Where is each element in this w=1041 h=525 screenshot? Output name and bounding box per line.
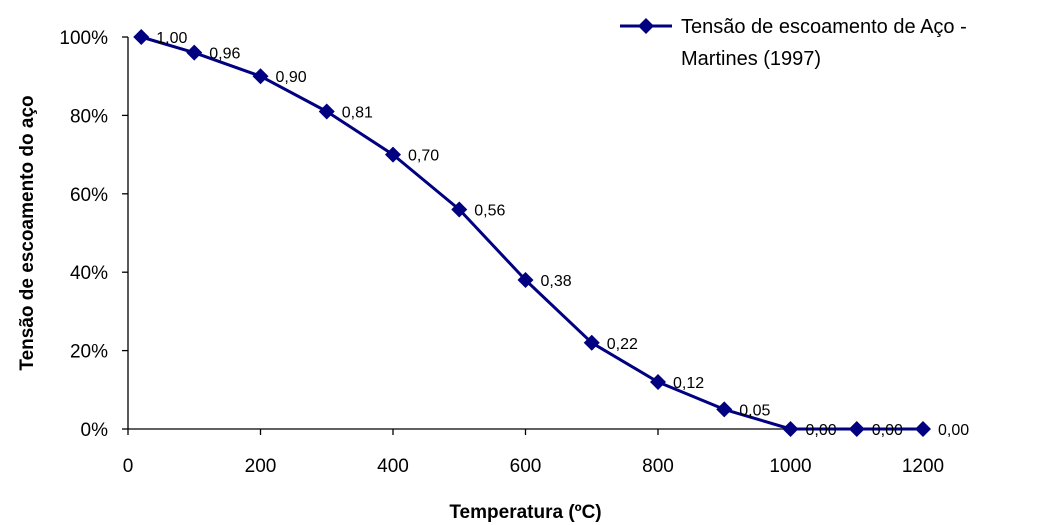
- data-point-marker: [848, 421, 865, 437]
- data-point-marker: [186, 44, 203, 61]
- legend-label-line-1: Tensão de escoamento de Aço -: [681, 16, 967, 38]
- x-axis-title: Temperatura (ºC): [449, 502, 601, 523]
- data-point-marker: [451, 201, 468, 218]
- data-label: 0,56: [474, 202, 505, 219]
- legend-marker-diamond: [638, 18, 654, 34]
- axes: [127, 37, 923, 430]
- x-tick-label: 1200: [902, 456, 944, 477]
- data-point-marker: [583, 334, 600, 351]
- data-label: 0,70: [408, 148, 439, 165]
- series-line: [140, 35, 923, 431]
- data-labels-group: 1,00 0,96 0,90 0,81 0,70 0,56 0,38 0,22 0,12 0,05…: [156, 30, 969, 439]
- data-point-marker: [133, 29, 150, 45]
- data-point-marker: [782, 421, 799, 437]
- data-point-marker: [252, 68, 269, 85]
- data-label: 0,90: [276, 69, 307, 86]
- y-tick-label: 60%: [70, 185, 108, 206]
- y-tick-label: 20%: [70, 342, 108, 363]
- y-tick-label: 40%: [70, 263, 108, 284]
- data-label: 0,05: [739, 402, 770, 419]
- data-point-marker: [318, 103, 335, 120]
- data-point-marker: [385, 146, 401, 163]
- data-label: 0,81: [342, 104, 373, 121]
- y-tick-label: 0%: [81, 420, 109, 441]
- y-tick-label: 100%: [59, 28, 108, 49]
- x-tick-label: 800: [642, 456, 674, 477]
- x-tick-label: 200: [245, 456, 277, 477]
- data-label: 0,00: [938, 422, 969, 439]
- data-label: 0,00: [872, 422, 903, 439]
- data-point-marker: [650, 373, 666, 390]
- x-tick-label: 400: [377, 456, 409, 477]
- data-point-marker: [517, 272, 534, 289]
- data-point-marker: [716, 401, 733, 418]
- data-label: 0,22: [607, 336, 638, 353]
- data-label: 1,00: [156, 30, 187, 47]
- legend: Tensão de escoamento de Aço - Martines (…: [620, 16, 967, 70]
- data-label: 0,38: [541, 273, 572, 290]
- series-line-group: [140, 35, 923, 431]
- data-label: 0,12: [673, 375, 704, 392]
- y-tick-label: 80%: [70, 106, 108, 127]
- x-tick-label: 0: [123, 456, 134, 477]
- markers-group: [133, 29, 931, 437]
- data-point-marker: [915, 421, 931, 437]
- data-label: 0,96: [209, 46, 240, 63]
- x-tick-label: 600: [510, 456, 542, 477]
- data-label: 0,00: [806, 422, 837, 439]
- legend-label-line-2: Martines (1997): [681, 48, 821, 70]
- x-tick-label: 1000: [769, 456, 811, 477]
- y-axis-ticks: 0% 20% 40% 60% 80% 100%: [59, 28, 128, 441]
- y-axis-title: Tensão de escoamento do aço: [17, 95, 38, 370]
